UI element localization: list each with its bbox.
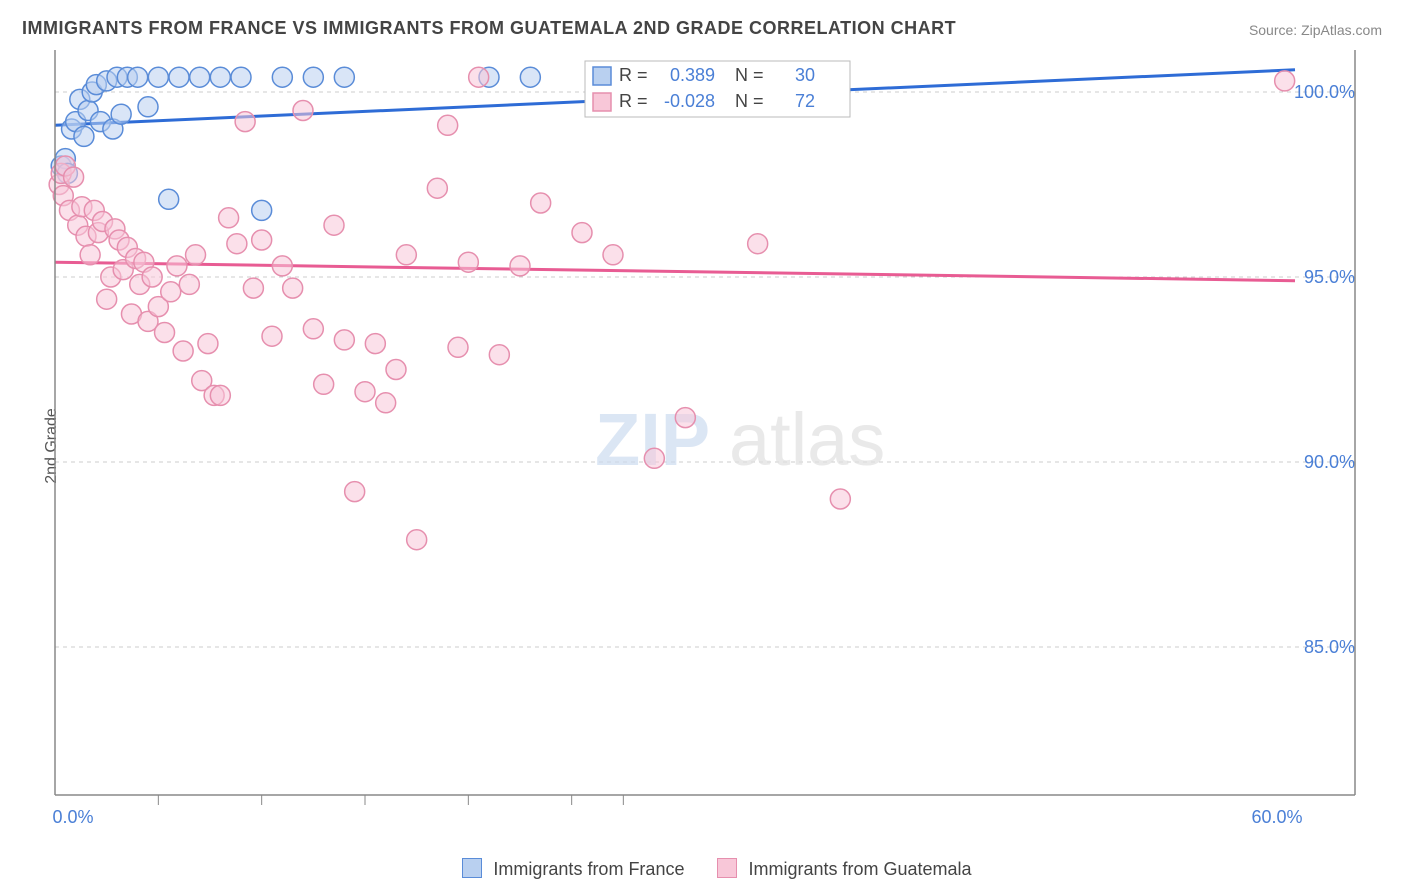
svg-text:90.0%: 90.0% <box>1304 452 1355 472</box>
svg-text:0.0%: 0.0% <box>52 807 93 827</box>
svg-text:-0.028: -0.028 <box>664 91 715 111</box>
svg-text:72: 72 <box>795 91 815 111</box>
svg-text:R =: R = <box>619 91 648 111</box>
svg-text:95.0%: 95.0% <box>1304 267 1355 287</box>
chart-svg: 85.0%90.0%95.0%100.0%ZIPatlas0.0%60.0%R … <box>55 55 1365 825</box>
svg-text:R =: R = <box>619 65 648 85</box>
svg-text:85.0%: 85.0% <box>1304 637 1355 657</box>
svg-text:0.389: 0.389 <box>670 65 715 85</box>
chart-title: IMMIGRANTS FROM FRANCE VS IMMIGRANTS FRO… <box>22 18 956 39</box>
svg-text:30: 30 <box>795 65 815 85</box>
legend-swatch-guatemala <box>717 858 737 878</box>
legend-swatch-france <box>462 858 482 878</box>
svg-text:N =: N = <box>735 91 764 111</box>
svg-text:100.0%: 100.0% <box>1294 82 1355 102</box>
legend-label-guatemala: Immigrants from Guatemala <box>749 859 972 879</box>
chart-source: Source: ZipAtlas.com <box>1249 22 1382 38</box>
svg-text:60.0%: 60.0% <box>1251 807 1302 827</box>
scatter-chart: 85.0%90.0%95.0%100.0%ZIPatlas0.0%60.0%R … <box>55 55 1365 825</box>
legend-label-france: Immigrants from France <box>493 859 684 879</box>
svg-text:N =: N = <box>735 65 764 85</box>
bottom-legend: Immigrants from France Immigrants from G… <box>0 858 1406 880</box>
svg-text:atlas: atlas <box>729 398 885 481</box>
